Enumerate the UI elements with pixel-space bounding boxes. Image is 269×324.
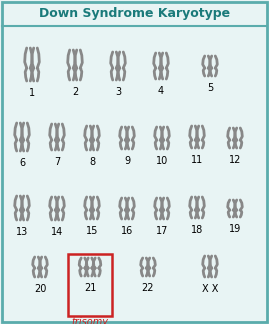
Text: trisomy: trisomy <box>72 317 108 324</box>
Text: 14: 14 <box>51 227 63 237</box>
Text: 9: 9 <box>124 156 130 166</box>
Text: 8: 8 <box>89 157 95 167</box>
Text: Down Syndrome Karyotype: Down Syndrome Karyotype <box>39 7 230 20</box>
Text: 5: 5 <box>207 83 213 93</box>
Text: 19: 19 <box>229 224 241 234</box>
Text: X X: X X <box>202 284 218 294</box>
Text: 22: 22 <box>142 283 154 293</box>
Text: 3: 3 <box>115 87 121 97</box>
Text: 20: 20 <box>34 284 46 294</box>
Text: 11: 11 <box>191 155 203 165</box>
Text: 13: 13 <box>16 227 28 237</box>
Text: 12: 12 <box>229 155 241 165</box>
Text: 15: 15 <box>86 226 98 236</box>
Text: 6: 6 <box>19 158 25 168</box>
Text: 16: 16 <box>121 226 133 236</box>
Text: 10: 10 <box>156 156 168 166</box>
Bar <box>68 254 112 316</box>
Text: 2: 2 <box>72 87 78 97</box>
Text: 17: 17 <box>156 226 168 236</box>
Text: 18: 18 <box>191 225 203 235</box>
Text: 1: 1 <box>29 88 35 98</box>
Text: 4: 4 <box>158 86 164 96</box>
Text: 21: 21 <box>84 283 96 293</box>
Text: 7: 7 <box>54 157 60 167</box>
